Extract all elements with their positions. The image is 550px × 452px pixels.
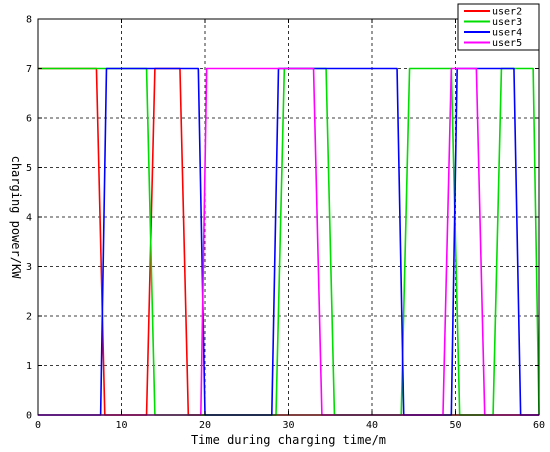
y-tick-label: 8 (26, 15, 32, 26)
y-tick-label: 5 (26, 163, 32, 174)
y-tick-label: 3 (26, 262, 32, 273)
x-tick-label: 50 (449, 420, 461, 431)
y-tick-label: 7 (26, 64, 32, 75)
legend-label-user4: user4 (492, 28, 522, 39)
x-tick-label: 20 (199, 420, 211, 431)
series-line-user4 (38, 67, 539, 416)
y-tick-label: 1 (26, 361, 32, 372)
y-tick-label: 4 (26, 213, 32, 224)
y-tick-label: 2 (26, 312, 32, 323)
x-tick-label: 30 (282, 420, 294, 431)
x-tick-label: 10 (115, 420, 127, 431)
y-axis-label: charging power/KW (9, 156, 23, 280)
x-tick-label: 0 (35, 420, 41, 431)
x-axis-label: Time during charging time/m (191, 433, 386, 447)
grid-layer (38, 19, 539, 415)
tick-layer: 0 10 20 30 40 50 60 0 1 2 3 4 5 6 7 8 (26, 15, 545, 432)
legend-label-user3: user3 (492, 17, 522, 28)
legend-label-user2: user2 (492, 7, 522, 18)
legend-label-user5: user5 (492, 38, 522, 49)
y-tick-label: 0 (26, 411, 32, 422)
y-tick-label: 6 (26, 114, 32, 125)
x-tick-label: 60 (533, 420, 545, 431)
x-tick-label: 40 (366, 420, 378, 431)
